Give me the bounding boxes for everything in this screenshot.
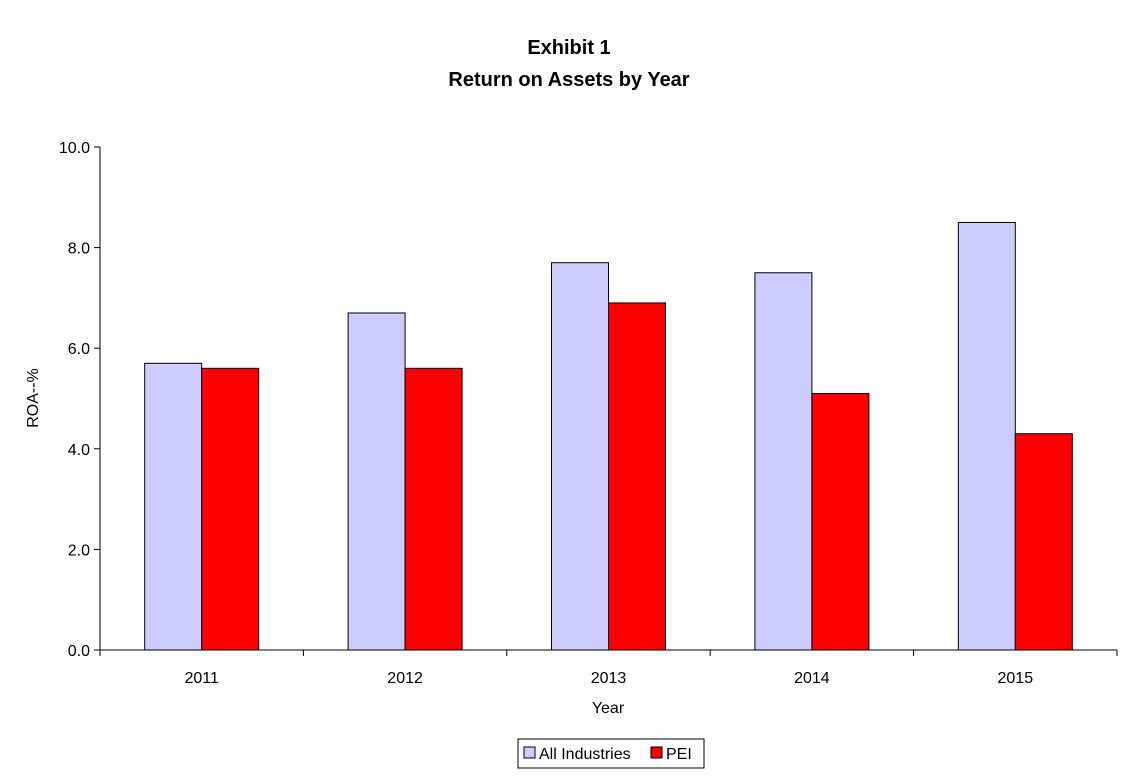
legend-swatch-pei [650,746,663,759]
bar-pei-2013 [608,302,666,651]
y-tick-label: 10.0 [59,140,90,157]
bar-pei-2012 [404,367,463,651]
bar-all-industries-2015 [957,221,1016,651]
chart-subtitle: Return on Assets by Year [448,69,689,91]
bars-group [144,221,1073,651]
x-tick-label: 2015 [998,670,1034,687]
x-tick-label: 2013 [591,670,627,687]
legend: All Industries PEI [517,738,705,769]
y-tick-label: 8.0 [68,241,90,258]
bar-all-industries-2014 [754,272,813,651]
legend-label-all-industries: All Industries [539,746,631,763]
legend-label-pei: PEI [666,746,692,763]
bar-pei-2011 [201,367,260,651]
legend-box [517,738,705,769]
y-axis-ticks: 0.0 2.0 4.0 6.0 8.0 10.0 [59,140,100,660]
y-tick-label: 6.0 [68,341,90,358]
y-tick-label: 4.0 [68,442,90,459]
y-axis-title: ROA--% [25,368,42,428]
x-tick-label: 2012 [387,670,423,687]
chart-title: Exhibit 1 [527,37,610,59]
y-tick-label: 2.0 [68,542,90,559]
bar-all-industries-2012 [347,312,406,651]
bar-all-industries-2013 [551,262,609,651]
bar-pei-2014 [811,392,870,651]
x-tick-label: 2014 [794,670,830,687]
x-axis-ticks: 2011 2012 2013 2014 2015 [99,650,1118,687]
y-tick-label: 0.0 [68,643,90,660]
x-axis-title: Year [592,700,625,717]
legend-swatch-all-industries [523,746,536,759]
bar-pei-2015 [1014,433,1073,651]
bar-all-industries-2011 [144,362,203,651]
x-tick-label: 2011 [184,670,219,687]
